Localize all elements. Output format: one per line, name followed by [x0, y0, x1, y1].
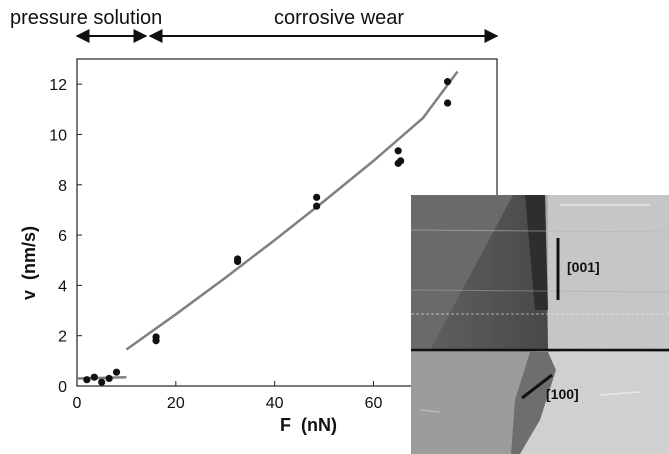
x-axis-label: F (nN) [280, 415, 337, 435]
data-point [443, 78, 452, 86]
data-point [313, 202, 321, 210]
x-tick-label: 40 [266, 395, 284, 412]
data-point [112, 368, 121, 376]
direction-001-label: [001] [567, 259, 600, 275]
y-tick-label: 0 [58, 379, 67, 396]
x-tick-label: 20 [167, 395, 185, 412]
data-point [90, 373, 98, 381]
corrosive-wear-label: corrosive wear [274, 7, 404, 29]
y-axis-label: v (nm/s) [19, 226, 39, 300]
data-point [152, 337, 160, 345]
y-tick-label: 4 [58, 278, 67, 295]
data-point [394, 147, 402, 155]
direction-100-line [521, 373, 553, 400]
data-point [394, 159, 402, 167]
data-point [83, 376, 91, 384]
direction-100-label: [100] [546, 386, 579, 402]
data-points [83, 78, 452, 386]
data-point [313, 193, 321, 201]
data-point [98, 378, 106, 386]
data-point [233, 257, 242, 266]
x-tick-label: 60 [365, 395, 383, 412]
y-tick-label: 12 [49, 77, 67, 94]
axis-ticks: 0 20 40 60 0 2 4 6 8 10 12 [49, 77, 382, 412]
y-tick-label: 2 [58, 329, 67, 346]
data-point [105, 374, 113, 383]
fit-line [125, 70, 459, 351]
y-tick-label: 6 [58, 228, 67, 245]
y-tick-label: 10 [49, 127, 67, 144]
x-tick-label: 0 [73, 395, 82, 412]
data-point [443, 99, 452, 107]
y-tick-label: 8 [58, 178, 67, 195]
pressure-solution-label: pressure solution [10, 7, 162, 29]
afm-inset-image: [001] [100] [410, 195, 669, 454]
